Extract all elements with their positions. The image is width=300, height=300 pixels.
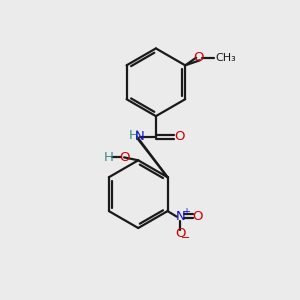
Text: H: H [128, 129, 138, 142]
Text: N: N [135, 130, 145, 143]
Text: −: − [181, 232, 190, 243]
Text: +: + [182, 207, 190, 217]
Text: CH₃: CH₃ [215, 53, 236, 63]
Text: O: O [174, 130, 184, 143]
Text: N: N [176, 210, 185, 223]
Text: O: O [175, 227, 185, 240]
Text: H: H [104, 151, 114, 164]
Text: O: O [192, 210, 202, 223]
Text: O: O [193, 51, 204, 64]
Text: O: O [119, 151, 129, 164]
